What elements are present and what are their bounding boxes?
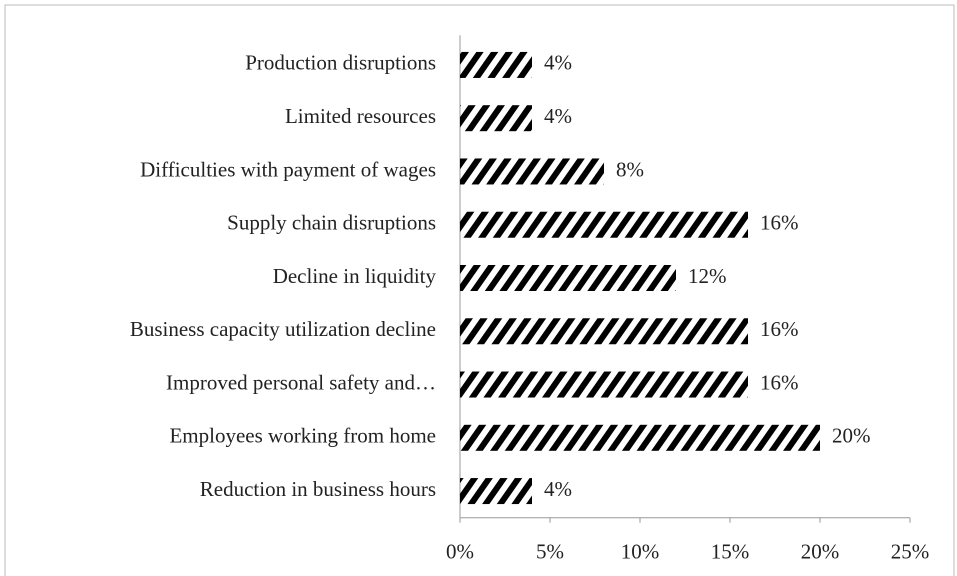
- chart-frame: [4, 4, 955, 576]
- y-tick-label: Limited resources: [285, 104, 436, 128]
- data-label: 12%: [688, 264, 727, 288]
- bar: [460, 265, 676, 291]
- bar: [460, 318, 748, 345]
- data-label: 4%: [544, 477, 572, 501]
- y-tick-label: Decline in liquidity: [273, 264, 437, 288]
- data-label: 8%: [616, 157, 644, 181]
- data-label: 16%: [760, 317, 799, 341]
- y-tick-label: Employees working from home: [169, 424, 436, 448]
- x-tick-label: 5%: [536, 540, 564, 564]
- bar: [460, 51, 532, 78]
- data-label: 20%: [832, 424, 871, 448]
- x-tick-label: 15%: [711, 540, 750, 564]
- y-tick-label: Reduction in business hours: [200, 477, 436, 501]
- y-tick-label: Difficulties with payment of wages: [140, 157, 436, 181]
- bar: [460, 105, 532, 132]
- bar: [460, 371, 748, 398]
- x-tick-label: 25%: [891, 540, 930, 564]
- x-tick-label: 20%: [801, 540, 840, 564]
- data-label: 16%: [760, 211, 799, 235]
- bar: [460, 478, 532, 505]
- bar: [460, 158, 604, 185]
- data-label: 4%: [544, 104, 572, 128]
- bar: [460, 424, 820, 451]
- y-tick-label: Business capacity utilization decline: [130, 317, 436, 341]
- data-label: 16%: [760, 370, 799, 394]
- y-tick-label: Improved personal safety and…: [166, 370, 436, 394]
- bar: [460, 211, 748, 238]
- data-label: 4%: [544, 51, 572, 75]
- x-tick-label: 0%: [446, 540, 474, 564]
- y-tick-label: Production disruptions: [245, 51, 436, 75]
- x-tick-label: 10%: [621, 540, 660, 564]
- y-tick-label: Supply chain disruptions: [227, 211, 436, 235]
